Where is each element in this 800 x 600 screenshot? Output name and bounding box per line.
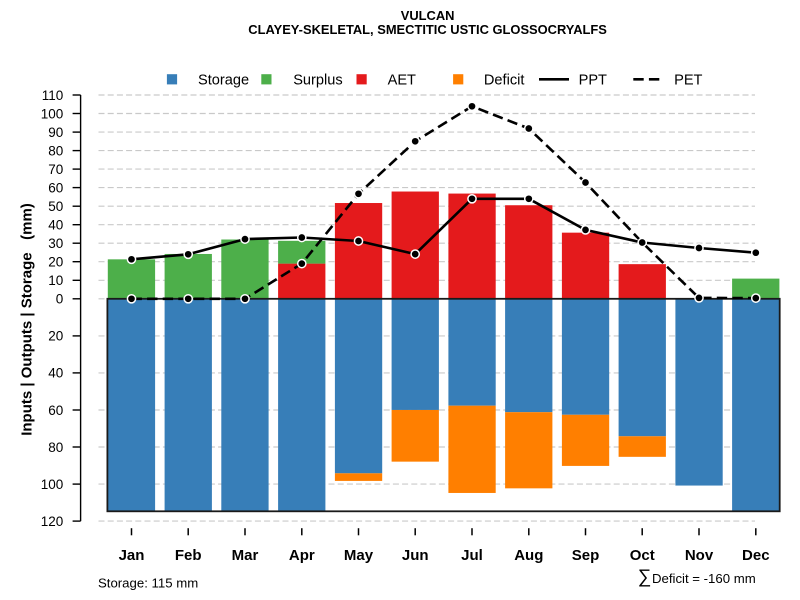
svg-text:30: 30 [48, 236, 63, 251]
svg-text:100: 100 [41, 106, 64, 121]
svg-text:PET: PET [674, 73, 702, 89]
svg-text:Aug: Aug [514, 547, 543, 564]
svg-text:Surplus: Surplus [293, 73, 342, 89]
svg-text:10: 10 [48, 273, 63, 288]
svg-text:PPT: PPT [579, 73, 607, 89]
svg-text:120: 120 [41, 514, 64, 529]
svg-text:AET: AET [388, 73, 416, 89]
svg-text:90: 90 [48, 125, 63, 140]
svg-text:∑: ∑ [638, 567, 652, 588]
svg-text:Jun: Jun [402, 547, 429, 564]
svg-text:20: 20 [48, 255, 63, 270]
svg-text:Deficit = -160 mm: Deficit = -160 mm [652, 571, 756, 586]
svg-text:Inputs | Outputs | Storage (: Inputs | Outputs | Storage (mm) [19, 203, 36, 436]
svg-text:Mar: Mar [232, 547, 259, 564]
svg-text:Jul: Jul [461, 547, 483, 564]
svg-text:Jan: Jan [119, 547, 145, 564]
svg-text:CLAYEY-SKELETAL, SMECTITIC UST: CLAYEY-SKELETAL, SMECTITIC USTIC GLOSSOC… [248, 22, 607, 37]
svg-text:50: 50 [48, 199, 63, 214]
svg-text:20: 20 [48, 329, 63, 344]
svg-text:Oct: Oct [630, 547, 655, 564]
svg-text:70: 70 [48, 162, 63, 177]
svg-text:80: 80 [48, 143, 63, 158]
svg-text:Feb: Feb [175, 547, 202, 564]
svg-text:Sep: Sep [572, 547, 600, 564]
svg-text:100: 100 [41, 477, 64, 492]
svg-text:60: 60 [48, 403, 63, 418]
svg-text:60: 60 [48, 180, 63, 195]
svg-text:Dec: Dec [742, 547, 770, 564]
svg-text:VULCAN: VULCAN [401, 8, 455, 23]
svg-text:80: 80 [48, 440, 63, 455]
svg-text:40: 40 [48, 366, 63, 381]
svg-text:May: May [344, 547, 374, 564]
svg-text:Apr: Apr [289, 547, 315, 564]
svg-text:Nov: Nov [685, 547, 714, 564]
svg-text:110: 110 [42, 88, 64, 103]
svg-text:40: 40 [48, 218, 63, 233]
svg-text:Deficit: Deficit [484, 73, 525, 89]
svg-text:Storage: 115 mm: Storage: 115 mm [98, 576, 198, 591]
svg-text:Storage: Storage [198, 73, 249, 89]
svg-text:0: 0 [56, 292, 64, 307]
